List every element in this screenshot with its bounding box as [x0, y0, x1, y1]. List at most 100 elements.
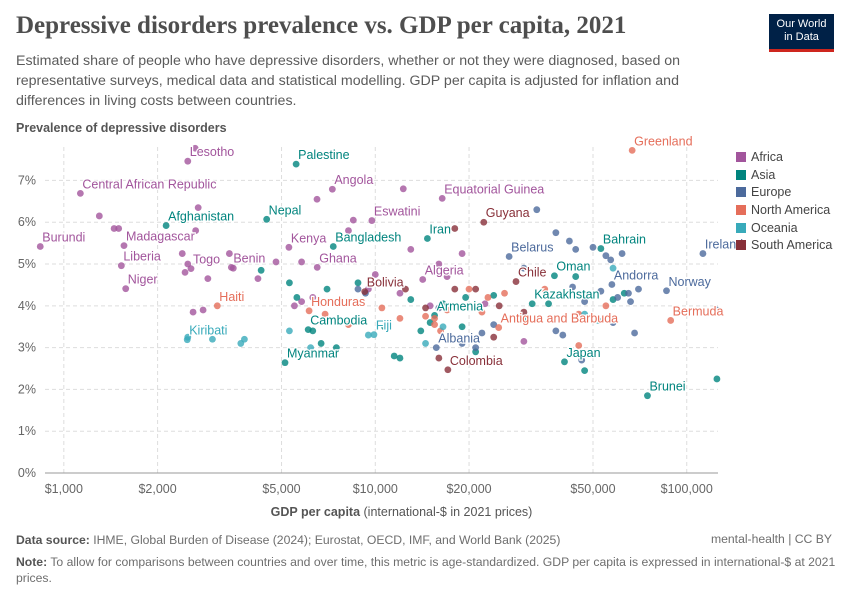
- data-point: [520, 264, 528, 272]
- country-label: Benin: [233, 251, 265, 265]
- country-label: Iran: [429, 223, 451, 237]
- data-point: [589, 243, 597, 251]
- data-point-niger: [122, 285, 130, 293]
- data-point: [115, 225, 123, 232]
- country-label: Colombia: [450, 354, 503, 368]
- data-point: [533, 206, 541, 214]
- legend-item[interactable]: South America: [736, 236, 832, 254]
- country-label: Afghanistan: [168, 210, 234, 224]
- data-point: [520, 337, 528, 345]
- data-point: [181, 268, 189, 276]
- data-point-colombia: [444, 366, 452, 374]
- country-label: Angola: [334, 173, 373, 187]
- data-point: [607, 256, 615, 264]
- data-point: [254, 275, 262, 283]
- data-point: [490, 321, 498, 329]
- y-tick-label: 3%: [18, 341, 36, 355]
- country-label: Bermuda: [673, 304, 724, 318]
- y-tick-label: 5%: [18, 257, 36, 271]
- data-point-fiji: [370, 331, 378, 339]
- data-point-bahrain: [597, 245, 605, 252]
- data-point-antigua-and-barbuda: [495, 324, 503, 331]
- logo-line-1: Our World: [776, 18, 827, 30]
- data-point-myanmar: [281, 359, 289, 367]
- data-point: [435, 304, 443, 312]
- data-point: [396, 354, 404, 362]
- legend-label: Oceania: [751, 220, 798, 235]
- data-point: [435, 354, 443, 362]
- country-label: Haiti: [219, 290, 244, 304]
- data-point: [481, 300, 489, 308]
- data-point: [332, 344, 340, 352]
- data-point-madagascar: [120, 242, 128, 250]
- x-axis-label-units: (international-$ in 2021 prices): [364, 505, 533, 519]
- country-label: Lesotho: [190, 145, 235, 159]
- data-point-guyana: [480, 218, 488, 226]
- legend-item[interactable]: Europe: [736, 183, 832, 201]
- x-axis-label: GDP per capita (international-$ in 2021 …: [271, 505, 533, 519]
- y-tick-label: 1%: [18, 424, 36, 438]
- data-point: [501, 289, 508, 297]
- data-point: [313, 195, 321, 203]
- legend-label: Africa: [751, 149, 783, 164]
- country-label: Albania: [438, 332, 480, 346]
- data-point-kenya: [285, 243, 293, 251]
- data-point: [627, 298, 634, 306]
- data-point: [396, 314, 404, 322]
- data-source[interactable]: IHME, Global Burden of Disease (2024); E…: [93, 533, 561, 547]
- y-axis-label: Prevalence of depressive disorders: [16, 121, 227, 135]
- data-point-eswatini: [368, 217, 376, 224]
- data-point-ireland: [699, 250, 707, 257]
- chart-subtitle: Estimated share of people who have depre…: [16, 53, 681, 109]
- country-label: Kenya: [291, 231, 326, 245]
- data-point: [495, 302, 503, 310]
- data-point: [631, 329, 638, 337]
- data-point: [323, 285, 331, 293]
- data-point: [713, 306, 721, 314]
- country-label: Kazakhstan: [534, 288, 599, 302]
- license[interactable]: mental-health | CC BY: [710, 532, 832, 546]
- data-point: [407, 245, 415, 253]
- x-tick-label: $2,000: [138, 482, 176, 496]
- data-point: [354, 285, 362, 293]
- country-label: Japan: [566, 346, 600, 360]
- owid-logo[interactable]: Our World in Data: [769, 14, 834, 52]
- data-point: [578, 356, 586, 364]
- data-point-bermuda: [667, 317, 675, 324]
- country-label: Greenland: [634, 134, 692, 148]
- data-point: [199, 306, 207, 314]
- x-tick-label: $20,000: [446, 482, 491, 496]
- data-point: [458, 323, 466, 331]
- data-point: [458, 250, 466, 257]
- country-label: Algeria: [425, 263, 464, 277]
- legend-item[interactable]: Africa: [736, 148, 832, 166]
- data-point: [364, 331, 372, 339]
- legend-item[interactable]: North America: [736, 201, 832, 219]
- data-point: [349, 216, 357, 224]
- country-label: Fiji: [376, 319, 392, 333]
- legend-swatch: [736, 169, 746, 180]
- data-point-japan: [561, 358, 568, 366]
- legend-swatch: [736, 240, 746, 251]
- data-point: [407, 296, 415, 303]
- data-point: [431, 321, 438, 329]
- data-point-liberia: [117, 262, 125, 270]
- data-point: [472, 344, 480, 352]
- data-point: [431, 314, 438, 322]
- country-label: Myanmar: [287, 347, 339, 361]
- data-point: [422, 304, 429, 312]
- data-point: [321, 310, 329, 318]
- legend-item[interactable]: Oceania: [736, 219, 832, 237]
- data-point: [443, 273, 451, 280]
- legend-item[interactable]: Asia: [736, 166, 832, 184]
- country-label: Ireland: [705, 238, 743, 252]
- country-label: Burundi: [42, 230, 85, 244]
- data-point: [272, 258, 280, 266]
- data-point: [345, 227, 352, 234]
- data-point: [575, 310, 583, 318]
- data-point: [520, 308, 528, 316]
- data-point: [435, 260, 443, 268]
- country-label: Eswatini: [374, 205, 421, 219]
- data-point-burundi: [36, 243, 44, 250]
